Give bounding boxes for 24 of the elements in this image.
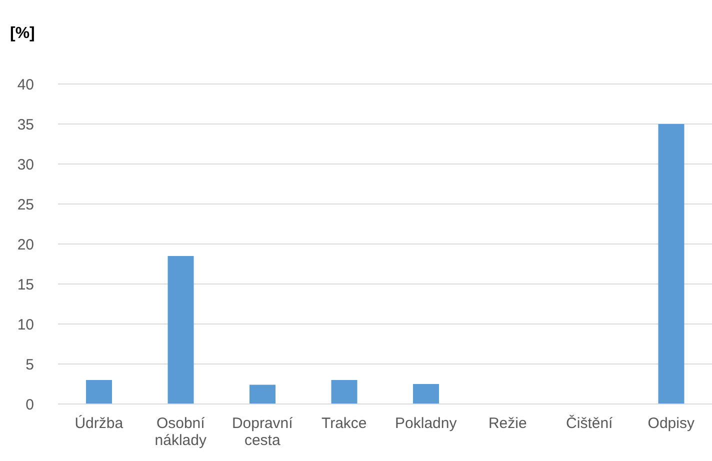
y-tick-label: 30 <box>17 156 34 174</box>
y-tick-label: 0 <box>26 396 34 414</box>
x-tick-label: Odpisy <box>648 415 695 432</box>
bar <box>168 256 194 404</box>
y-tick-label: 20 <box>17 236 34 254</box>
bar <box>331 380 358 404</box>
x-tick-label: Trakce <box>321 415 367 432</box>
y-tick-label: 40 <box>17 76 34 94</box>
bar <box>250 384 276 404</box>
x-tick-label: Čištění <box>566 414 614 432</box>
x-tick-label: Pokladny <box>395 415 458 432</box>
x-tick-label: Údržba <box>74 414 124 432</box>
x-tick-label: Dopravní cesta <box>232 415 294 449</box>
bar <box>658 124 684 404</box>
x-tick-label: Režie <box>488 415 527 432</box>
y-tick-label: 10 <box>17 316 34 334</box>
bar <box>86 380 112 404</box>
x-tick-label: Osobní náklady <box>154 415 207 449</box>
y-tick-label: 15 <box>17 276 34 294</box>
y-tick-label: 35 <box>17 116 34 134</box>
y-tick-label: 5 <box>26 356 34 374</box>
y-axis-title: [%] <box>10 25 35 42</box>
y-tick-label: 25 <box>17 196 34 214</box>
bar <box>413 384 439 404</box>
